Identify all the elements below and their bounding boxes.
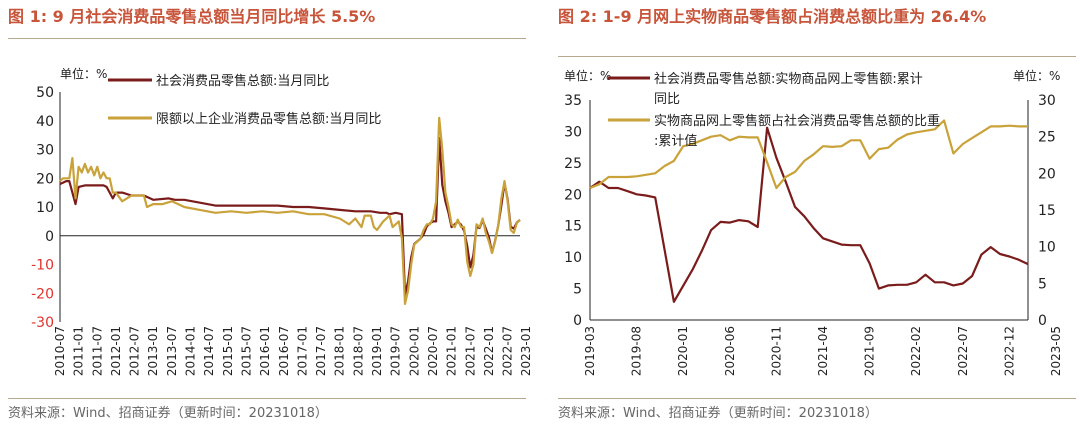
legend-label: 限额以上企业消费品零售总额:当月同比	[156, 111, 381, 127]
legend-label: 实物商品网上零售额占社会消费品零售总额的比重:累计值	[654, 113, 940, 149]
chart-title: 图 1: 9 月社会消费品零售总额当月同比增长 5.5%	[8, 7, 376, 26]
series-line-2	[589, 119, 1028, 190]
unit-label: 单位：%	[60, 66, 107, 81]
chart-panel-2: 图 2: 1-9 月网上实物商品零售额占消费总额比重为 26.4% 单位：% 单位…	[550, 0, 1080, 425]
source-divider	[558, 398, 1076, 399]
y-tick-label: -30	[31, 315, 54, 331]
y-tick-label: 0	[45, 229, 54, 245]
x-tick-label: 2018-07	[351, 326, 365, 376]
unit-label-left: 单位：%	[564, 68, 611, 83]
y-tick-label-left: 10	[564, 250, 582, 266]
x-tick-label: 2021-01	[445, 326, 459, 376]
y-tick-label: 40	[36, 114, 54, 130]
x-tick-label: 2019-07	[389, 326, 403, 376]
series-line-2	[59, 116, 521, 305]
x-tick-label: 2010-07	[53, 326, 67, 376]
y-tick-label-right: 25	[1038, 130, 1056, 146]
x-tick-label: 2022-07	[501, 326, 515, 376]
y-tick-label: 20	[36, 171, 54, 187]
x-tick-label: 2021-09	[863, 326, 877, 376]
x-tick-label: 2013-01	[146, 326, 160, 376]
source-note: 资料来源：Wind、招商证券（更新时间：20231018）	[558, 406, 878, 421]
legend-label: 社会消费品零售总额:当月同比	[156, 73, 329, 89]
y-tick-label-left: 5	[573, 282, 582, 298]
x-tick-label: 2017-01	[295, 326, 309, 376]
y-tick-label-right: 20	[1038, 166, 1056, 182]
x-tick-label: 2020-07	[426, 326, 440, 376]
x-tick-label: 2022-01	[482, 326, 496, 376]
x-tick-label: 2022-02	[909, 326, 923, 376]
y-tick-label-right: 10	[1038, 240, 1056, 256]
x-tick-label: 2012-01	[109, 326, 123, 376]
title-divider	[8, 38, 526, 39]
legend-label: 社会消费品零售总额:实物商品网上零售额:累计同比	[654, 71, 923, 107]
x-tick-label: 2016-01	[258, 326, 272, 376]
x-tick-label: 2019-01	[370, 326, 384, 376]
x-tick-label: 2015-01	[221, 326, 235, 376]
y-tick-label: -10	[31, 258, 54, 274]
y-tick-label-left: 15	[564, 219, 582, 235]
x-tick-label: 2019-03	[583, 326, 597, 376]
x-tick-label: 2012-07	[128, 326, 142, 376]
y-tick-label-right: 5	[1038, 276, 1047, 292]
source-divider	[8, 398, 526, 399]
x-tick-label: 2017-07	[314, 326, 328, 376]
x-tick-label: 2011-01	[72, 326, 86, 376]
y-tick-label-left: 0	[573, 313, 582, 329]
x-tick-label: 2023-05	[1049, 326, 1063, 376]
y-tick-label-right: 15	[1038, 203, 1056, 219]
x-tick-label: 2022-12	[1002, 326, 1016, 376]
y-tick-label-left: 30	[564, 124, 582, 140]
y-tick-label-left: 35	[564, 93, 582, 109]
y-tick-label-left: 20	[564, 187, 582, 203]
y-tick-label-left: 25	[564, 156, 582, 172]
unit-label-right: 单位：%	[1013, 68, 1060, 83]
y-tick-label-right: 30	[1038, 93, 1056, 109]
x-tick-label: 2016-07	[277, 326, 291, 376]
x-tick-label: 2022-07	[956, 326, 970, 376]
chart-2-svg: 单位：% 单位：%353025201510503025201510502019-0…	[564, 68, 1063, 376]
y-tick-label: -20	[31, 286, 54, 302]
x-tick-label: 2019-08	[630, 326, 644, 376]
x-tick-label: 2018-01	[333, 326, 347, 376]
x-tick-label: 2011-07	[90, 326, 104, 376]
x-tick-label: 2021-07	[463, 326, 477, 376]
title-divider	[558, 56, 1076, 57]
x-tick-label: 2021-04	[816, 326, 830, 376]
chart-title: 图 2: 1-9 月网上实物商品零售额占消费总额比重为 26.4%	[558, 7, 987, 26]
x-tick-label: 2015-07	[239, 326, 253, 376]
x-tick-label: 2020-01	[407, 326, 421, 376]
y-tick-label: 50	[36, 85, 54, 101]
series-line-1	[589, 126, 1029, 303]
x-tick-label: 2014-01	[184, 326, 198, 376]
y-tick-label-right: 0	[1038, 313, 1047, 329]
x-tick-label: 2020-11	[769, 326, 783, 376]
chart-panel-1: 图 1: 9 月社会消费品零售总额当月同比增长 5.5% 单位：% 50 40 30 2…	[0, 0, 530, 425]
y-tick-label: 30	[36, 143, 54, 159]
x-tick-label: 2020-01	[676, 326, 690, 376]
x-tick-label: 2023-01	[519, 326, 530, 376]
x-tick-label: 2014-07	[202, 326, 216, 376]
x-tick-label: 2013-07	[165, 326, 179, 376]
y-tick-label: 10	[36, 200, 54, 216]
source-note: 资料来源：Wind、招商证券（更新时间：20231018）	[8, 406, 328, 421]
x-tick-label: 2020-06	[723, 326, 737, 376]
